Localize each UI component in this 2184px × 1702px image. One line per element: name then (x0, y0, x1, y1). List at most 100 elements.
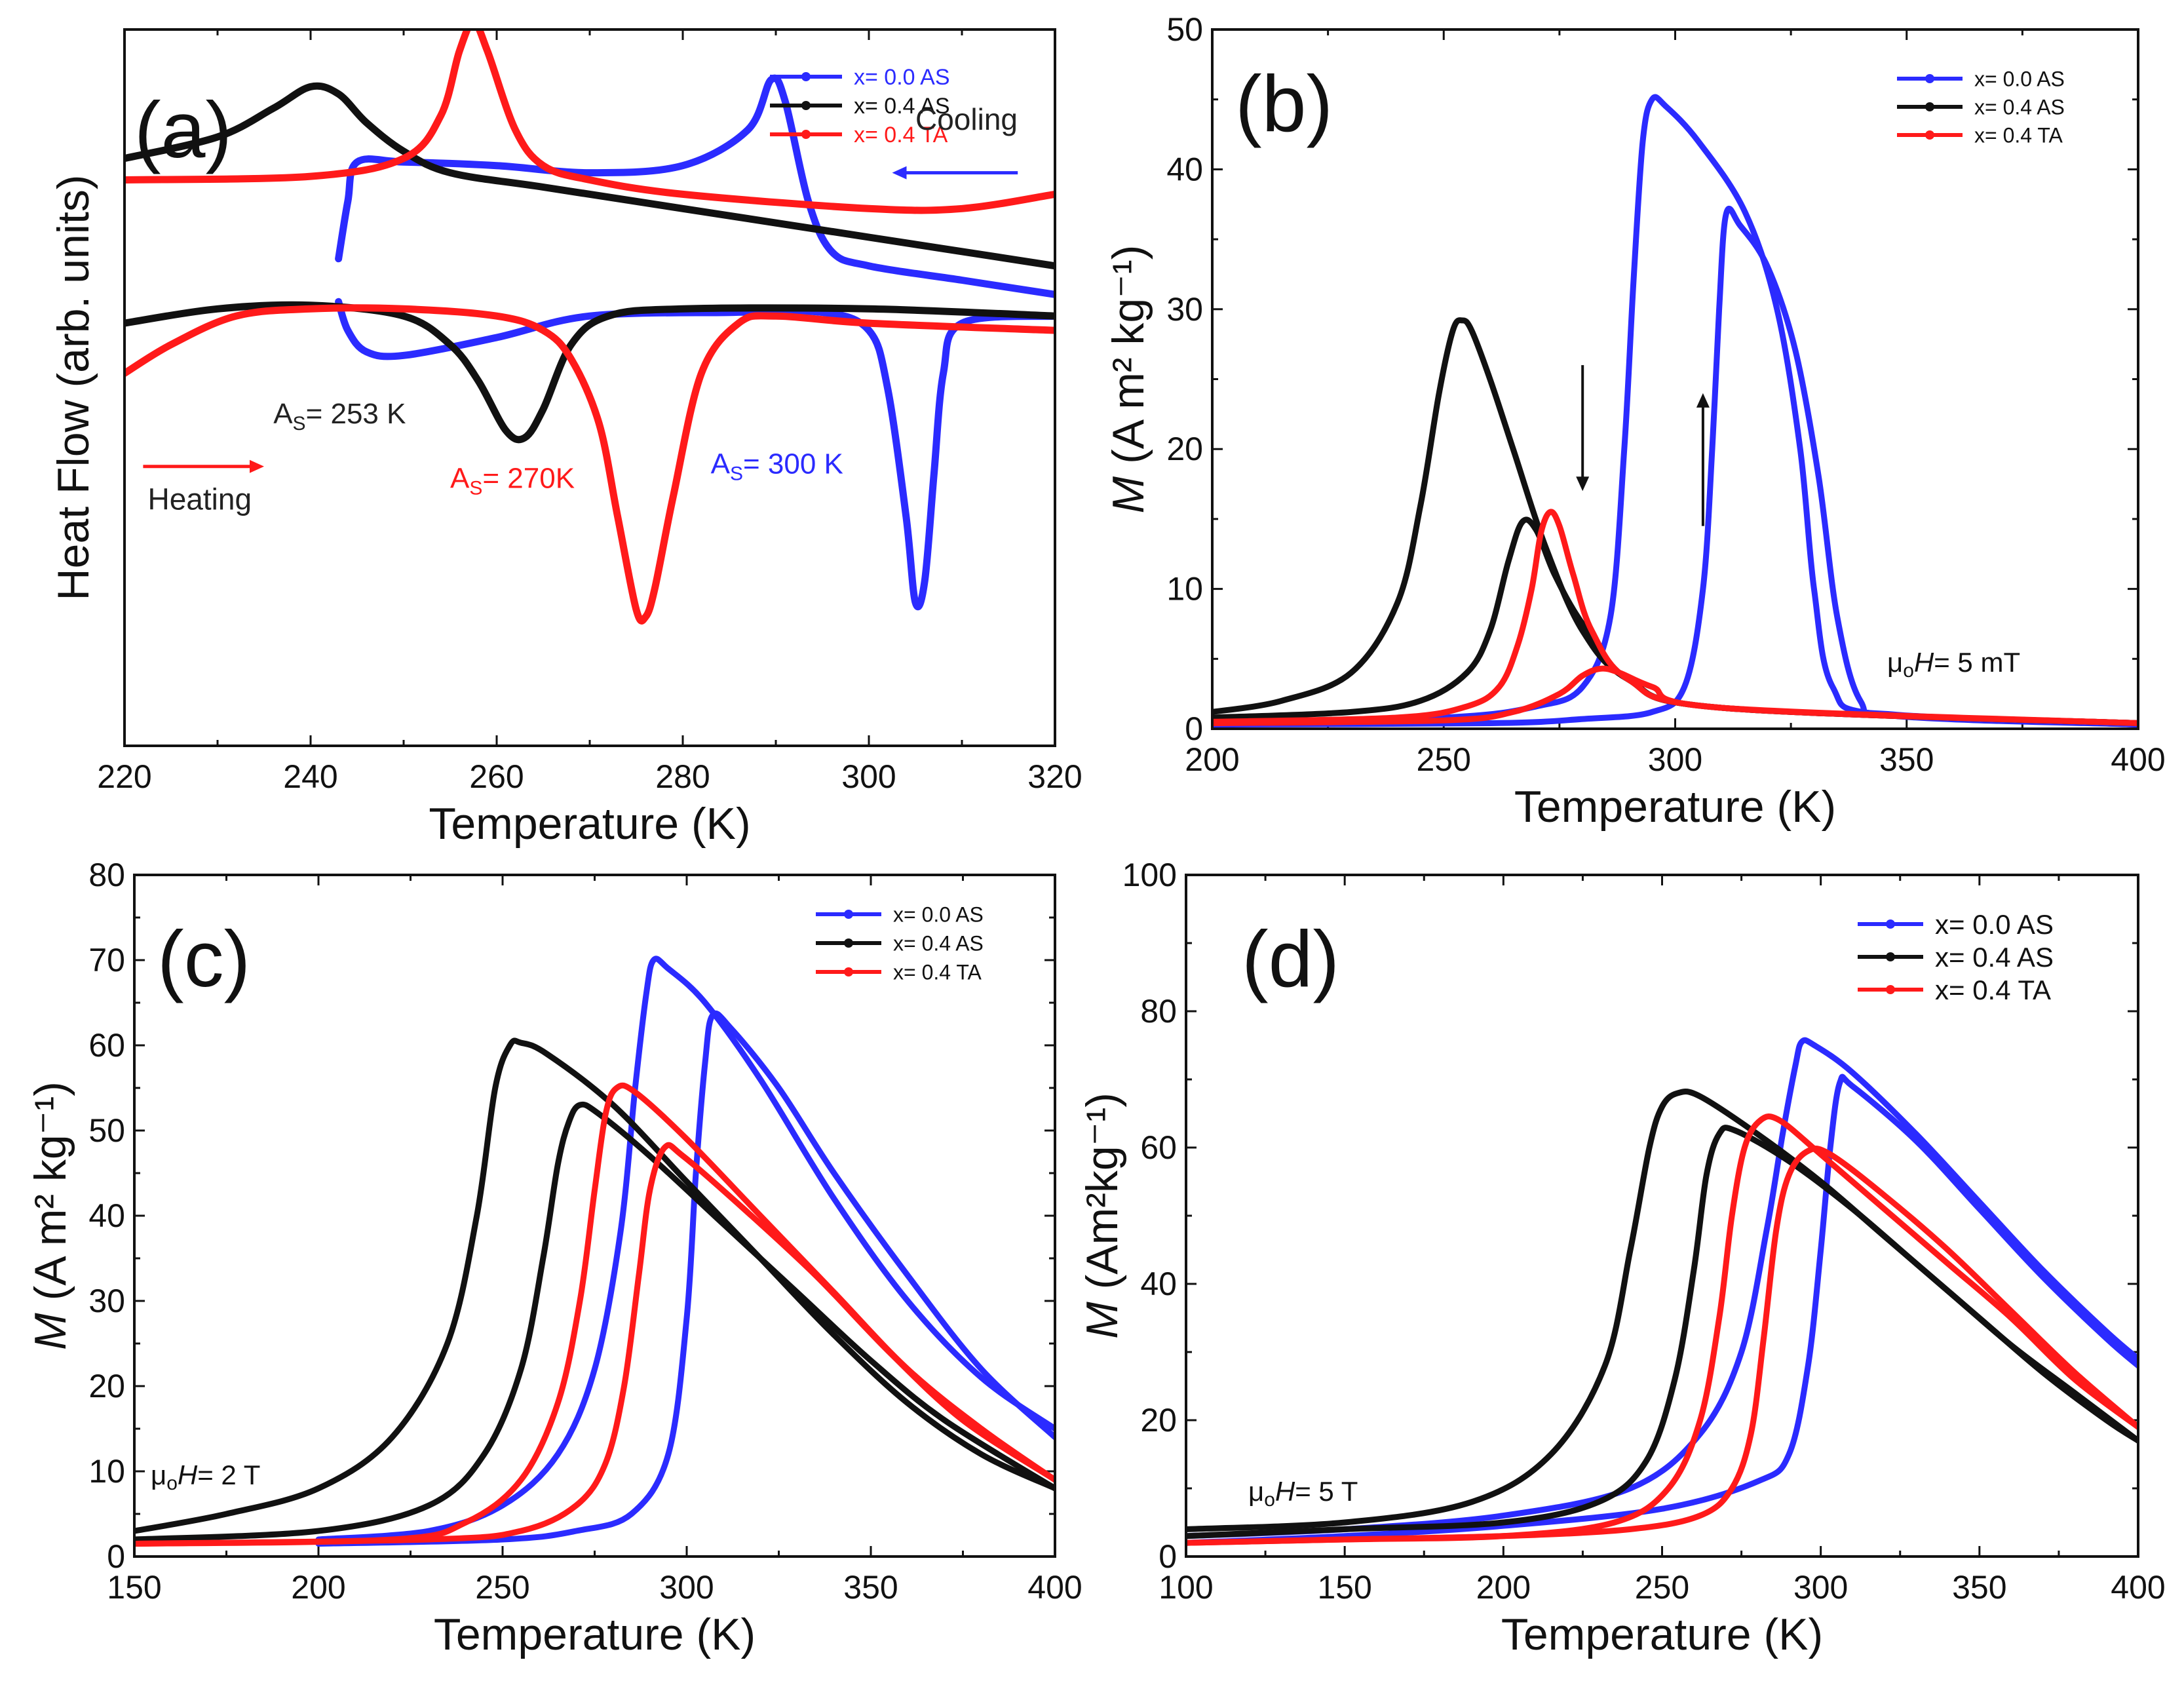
x-tick-label: 350 (843, 1569, 898, 1606)
y-tick-label: 20 (1166, 431, 1203, 467)
legend-label: x= 0.4 AS (1935, 942, 2054, 973)
series-x-0-4-ta-heating (1187, 1146, 2137, 1546)
y-tick-label: 60 (88, 1027, 125, 1064)
legend-marker (1925, 102, 1934, 111)
y-tick-label: 40 (1166, 151, 1203, 187)
x-tick-label: 320 (1027, 758, 1082, 795)
series-x-0-4-as-heating (136, 1101, 1054, 1543)
y-tick-label: 40 (1140, 1266, 1177, 1302)
panel-label: (c) (157, 914, 250, 1003)
arrow-up-head (1696, 393, 1710, 408)
panel-d: 100 150 200 250 300 350 400 0 20 40 60 80 100 Tempera… (1077, 857, 2166, 1659)
x-tick-label: 260 (469, 758, 524, 795)
y-tick-label: 0 (1185, 710, 1203, 747)
legend-label: x= 0.0 AS (1935, 909, 2054, 940)
series-x-0-0-as-heating (315, 1010, 1054, 1547)
legend-marker (1925, 130, 1934, 140)
panel-label: (b) (1235, 59, 1333, 148)
x-tick-label: 240 (283, 758, 337, 795)
series-x-0-0-as-cooling (315, 956, 1054, 1543)
y-axis-label: Heat Flow (arb. units) (48, 175, 98, 601)
legend-marker (844, 910, 853, 919)
x-tick-label: 400 (2111, 741, 2165, 778)
x-tick-label: 200 (291, 1569, 345, 1606)
series-x-0-4-as-cooling (1187, 1089, 2137, 1532)
panel-label: (a) (134, 85, 232, 174)
curves (1187, 1037, 2137, 1546)
series-x-0-0-as-heating (335, 298, 1054, 611)
y-tick-label: 100 (1122, 857, 1177, 893)
x-tick-label: 300 (1793, 1569, 1848, 1606)
x-tick-label: 400 (1027, 1569, 1082, 1606)
y-tick-label: 80 (1140, 993, 1177, 1030)
legend-label: x= 0.4 AS (1974, 96, 2065, 119)
y-tick-label: 10 (1166, 571, 1203, 608)
panel-a: 220 240 260 280 300 320 Temperature (K) Heat Fl… (48, 28, 1082, 849)
legend-label: x= 0.4 TA (854, 123, 948, 147)
panel-c: 150 200 250 300 350 400 0 10 20 30 40 50 60 70 80 Tempe… (26, 857, 1082, 1659)
y-tick-label: 30 (1166, 291, 1203, 328)
legend-marker (801, 72, 811, 81)
heating-arrow-head (250, 459, 264, 473)
annotation-heating: Heating (148, 482, 252, 516)
panel-b: 200 250 300 350 400 0 10 20 30 40 50 Temperature (K… (1103, 11, 2166, 832)
y-axis-label: M (Am²kg⁻¹) (1077, 1093, 1127, 1339)
series-x-0-4-ta-heating (136, 1142, 1054, 1547)
x-axis-label: Temperature (K) (434, 1610, 756, 1659)
legend-marker (1886, 919, 1895, 929)
series-x-0-4-as-heating (1214, 516, 2137, 726)
legend-marker (801, 101, 811, 110)
x-tick-label: 150 (107, 1569, 161, 1606)
x-tick-label: 250 (475, 1569, 529, 1606)
legend-label: x= 0.4 AS (854, 94, 950, 119)
series-x-0-4-ta-cooling (1214, 509, 2137, 726)
series-x-0-4-ta-cooling (126, 31, 1054, 214)
series-x-0-4-as-heating (1187, 1125, 2137, 1539)
arrow-down-head (1576, 476, 1590, 492)
series-x-0-0-as-cooling (1187, 1037, 2137, 1539)
x-tick-label: 250 (1635, 1569, 1689, 1606)
series-x-0-0-as-heating (1214, 206, 2137, 727)
y-axis-label: M (A m² kg⁻¹) (26, 1081, 75, 1350)
y-tick-label: 20 (1140, 1402, 1177, 1439)
x-axis-label: Temperature (K) (429, 799, 750, 849)
x-tick-label: 300 (1648, 741, 1702, 778)
x-tick-label: 220 (97, 758, 151, 795)
cooling-arrow-head (892, 166, 907, 180)
y-tick-label: 50 (88, 1112, 125, 1149)
legend-label: x= 0.4 TA (1974, 124, 2063, 147)
y-tick-label: 60 (1140, 1129, 1177, 1166)
series-x-0-4-as-cooling (126, 82, 1054, 269)
curves (136, 956, 1054, 1547)
legend-marker (1886, 952, 1895, 961)
y-tick-label: 0 (1159, 1538, 1177, 1575)
series-x-0-4-ta-heating (126, 304, 1054, 625)
x-tick-label: 200 (1476, 1569, 1531, 1606)
field-label: μoH= 2 T (151, 1460, 260, 1494)
x-tick-label: 300 (841, 758, 896, 795)
y-tick-label: 20 (88, 1368, 125, 1404)
annotation-as: AS= 270K (450, 463, 575, 499)
y-axis-label: M (A m² kg⁻¹) (1103, 245, 1153, 514)
x-tick-label: 250 (1417, 741, 1471, 778)
legend-label: x= 0.4 TA (1935, 975, 2051, 1005)
field-label: μoH= 5 T (1248, 1476, 1358, 1511)
y-tick-label: 40 (88, 1197, 125, 1234)
legend-label: x= 0.0 AS (854, 65, 950, 90)
x-tick-label: 280 (655, 758, 710, 795)
series-x-0-0-as-cooling (335, 74, 1054, 298)
curves (126, 31, 1054, 625)
series-x-0-4-ta-heating (1214, 665, 2137, 726)
annotation-as: AS= 300 K (711, 448, 843, 485)
legend-label: x= 0.0 AS (893, 903, 984, 927)
x-tick-label: 300 (659, 1569, 714, 1606)
x-tick-label: 350 (1952, 1569, 2006, 1606)
x-tick-label: 200 (1185, 741, 1239, 778)
y-tick-label: 70 (88, 942, 125, 978)
annotation-as: AS= 253 K (273, 398, 406, 435)
annotation-cooling: Cooling (915, 102, 1018, 136)
y-tick-label: 0 (107, 1538, 125, 1575)
legend-marker (844, 967, 853, 977)
x-axis-label: Temperature (K) (1501, 1610, 1823, 1659)
